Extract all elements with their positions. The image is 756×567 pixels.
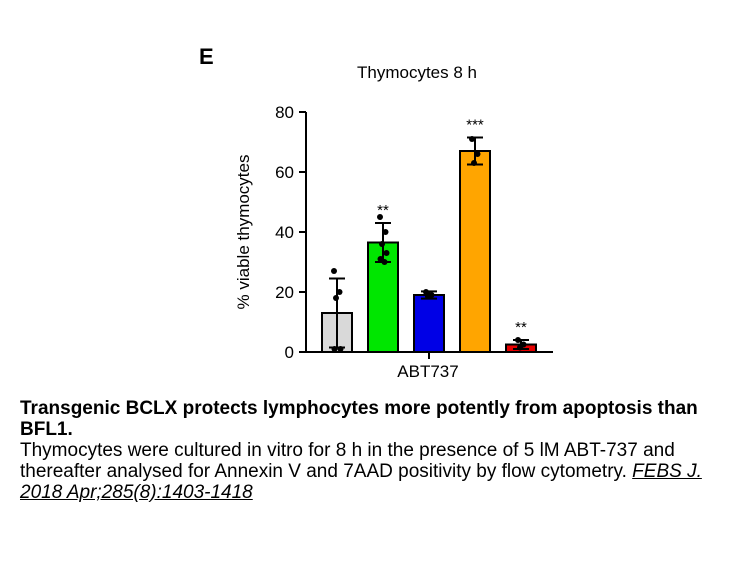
x-axis-label: ABT737 bbox=[397, 362, 458, 380]
significance-label: ** bbox=[515, 319, 527, 336]
data-point bbox=[381, 259, 388, 265]
figure-caption: Transgenic BCLX protects lymphocytes mor… bbox=[20, 398, 745, 503]
data-point bbox=[515, 337, 521, 343]
data-point bbox=[337, 346, 344, 352]
chart-title: Thymocytes 8 h bbox=[357, 63, 477, 82]
data-point bbox=[425, 293, 431, 300]
data-point bbox=[336, 289, 343, 295]
significance-label: *** bbox=[466, 117, 484, 134]
data-point bbox=[333, 295, 339, 301]
data-point bbox=[377, 214, 383, 220]
y-tick-label: 20 bbox=[275, 283, 294, 302]
data-point bbox=[331, 268, 337, 274]
y-tick-label: 40 bbox=[275, 223, 294, 242]
bar bbox=[459, 150, 491, 353]
caption-title: Transgenic BCLX protects lymphocytes mor… bbox=[20, 398, 698, 440]
bar bbox=[413, 294, 445, 353]
citation-link[interactable]: FEBS J. 2018 Apr;285(8):1403-1418 bbox=[20, 461, 702, 503]
data-point bbox=[423, 289, 429, 295]
data-point bbox=[517, 344, 523, 351]
data-point bbox=[474, 151, 481, 157]
data-point bbox=[471, 160, 477, 166]
y-tick-label: 60 bbox=[275, 163, 294, 182]
bar-chart: E Thymocytes 8 h % viable thymocytes ABT… bbox=[199, 44, 553, 380]
y-tick-label: 0 bbox=[285, 343, 294, 362]
significance-label: ** bbox=[377, 202, 389, 219]
data-point bbox=[469, 136, 475, 142]
caption-text: Thymocytes were cultured in vitro for 8 … bbox=[20, 440, 675, 482]
data-point bbox=[383, 250, 390, 256]
panel-letter: E bbox=[199, 44, 214, 69]
y-axis-label: % viable thymocytes bbox=[234, 155, 253, 310]
data-point bbox=[379, 241, 385, 247]
y-tick-label: 80 bbox=[275, 103, 294, 122]
data-point bbox=[331, 346, 338, 352]
data-point bbox=[382, 229, 389, 235]
bars-group: ******* bbox=[321, 117, 537, 353]
x-axis bbox=[306, 351, 553, 359]
y-axis: 0 20 40 60 80 bbox=[275, 103, 307, 362]
caption-body: Thymocytes were cultured in vitro for 8 … bbox=[20, 440, 745, 503]
